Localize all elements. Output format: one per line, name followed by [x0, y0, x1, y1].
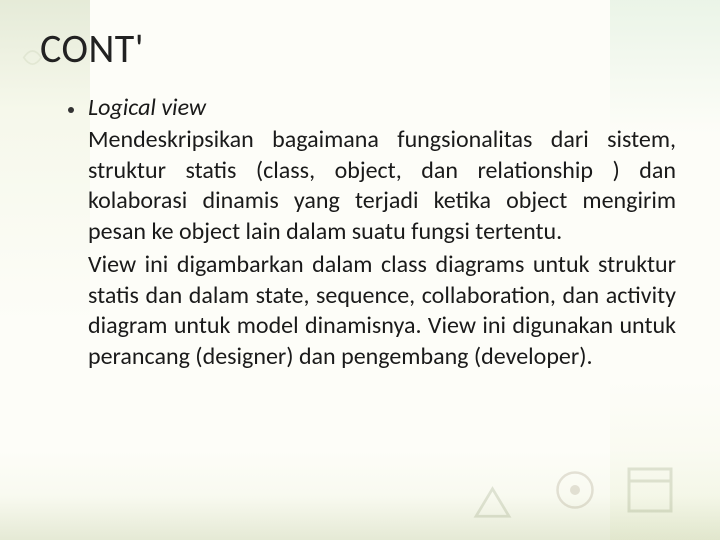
- decorative-doodle-icon: [620, 460, 680, 520]
- slide-title: CONT': [40, 24, 680, 73]
- body-paragraph: Mendeskripsikan bagaimana fungsionalitas…: [88, 125, 676, 248]
- body-paragraph: View ini digambarkan dalam class diagram…: [88, 250, 676, 373]
- decorative-doodle-icon: [465, 475, 520, 530]
- bullet-heading: Logical view: [88, 93, 206, 123]
- bullet-icon: [68, 107, 74, 113]
- slide-content: CONT' Logical view Mendeskripsikan bagai…: [0, 0, 720, 373]
- slide-body: Logical view Mendeskripsikan bagaimana f…: [40, 93, 680, 373]
- decorative-wash-bottom: [0, 450, 720, 540]
- bullet-item: Logical view: [68, 93, 680, 123]
- slide: CONT' Logical view Mendeskripsikan bagai…: [0, 0, 720, 540]
- decorative-doodle-icon: [550, 465, 600, 515]
